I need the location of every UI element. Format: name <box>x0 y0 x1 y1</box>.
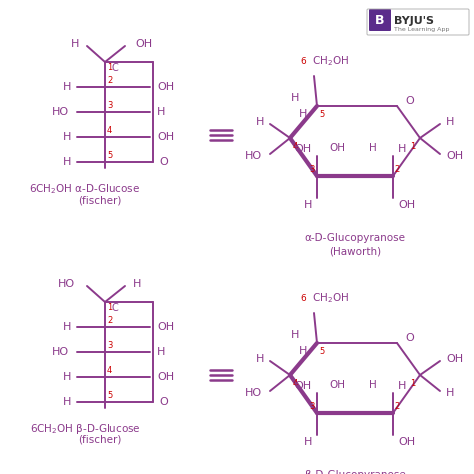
Text: H: H <box>304 200 312 210</box>
Text: (fischer): (fischer) <box>78 195 122 205</box>
Text: H: H <box>63 372 71 382</box>
Text: H: H <box>369 380 377 390</box>
Text: 2: 2 <box>107 76 112 85</box>
Text: H: H <box>157 347 165 357</box>
Text: OH: OH <box>329 143 345 153</box>
Text: C: C <box>112 303 119 313</box>
Text: 5: 5 <box>319 347 324 356</box>
Text: 5: 5 <box>107 151 112 160</box>
Text: 4: 4 <box>293 379 298 388</box>
Text: H: H <box>255 354 264 364</box>
Text: H: H <box>398 381 406 391</box>
Text: 2: 2 <box>394 402 399 411</box>
Text: 3: 3 <box>310 165 315 174</box>
Text: OH: OH <box>295 381 312 391</box>
Text: H: H <box>63 322 71 332</box>
Text: H: H <box>446 117 455 127</box>
Text: H: H <box>63 132 71 142</box>
Text: H: H <box>446 388 455 398</box>
Text: (fischer): (fischer) <box>78 435 122 445</box>
Text: OH: OH <box>135 39 152 49</box>
Text: The Learning App: The Learning App <box>394 27 449 31</box>
Text: 3: 3 <box>310 402 315 411</box>
Text: HO: HO <box>52 107 69 117</box>
FancyBboxPatch shape <box>369 9 391 31</box>
Text: 2: 2 <box>107 316 112 325</box>
Text: 6: 6 <box>300 294 306 303</box>
Text: α-D-Glucopyranose: α-D-Glucopyranose <box>304 233 405 243</box>
Text: OH: OH <box>157 322 174 332</box>
Text: HO: HO <box>245 388 262 398</box>
Text: OH: OH <box>446 354 463 364</box>
Text: $\mathregular{6CH_2OH}$ β-D-Glucose: $\mathregular{6CH_2OH}$ β-D-Glucose <box>29 422 140 436</box>
Text: O: O <box>159 397 168 407</box>
Text: 1: 1 <box>410 379 415 388</box>
Text: 6: 6 <box>300 57 306 66</box>
Text: H: H <box>369 143 377 153</box>
Text: OH: OH <box>398 437 415 447</box>
Text: H: H <box>299 109 307 119</box>
Text: 1: 1 <box>410 142 415 151</box>
Text: HO: HO <box>52 347 69 357</box>
Text: H: H <box>291 330 299 340</box>
Text: H: H <box>63 82 71 92</box>
Text: 5: 5 <box>107 391 112 400</box>
Text: HO: HO <box>245 151 262 161</box>
Text: H: H <box>71 39 79 49</box>
Text: H: H <box>133 279 141 289</box>
Text: 4: 4 <box>293 142 298 151</box>
Text: 5: 5 <box>319 110 324 119</box>
Text: H: H <box>63 397 71 407</box>
Text: (Haworth): (Haworth) <box>329 246 381 256</box>
Text: BYJU'S: BYJU'S <box>394 16 434 26</box>
Text: $\mathregular{6CH_2OH}$ α-D-Glucose: $\mathregular{6CH_2OH}$ α-D-Glucose <box>29 182 141 196</box>
Text: 4: 4 <box>107 126 112 135</box>
Text: OH: OH <box>446 151 463 161</box>
Text: HO: HO <box>58 279 75 289</box>
Text: β-D-Glucopyranose: β-D-Glucopyranose <box>305 470 405 474</box>
Text: $\mathregular{CH_2OH}$: $\mathregular{CH_2OH}$ <box>312 54 349 68</box>
Text: OH: OH <box>157 372 174 382</box>
Text: 3: 3 <box>107 341 112 350</box>
Text: H: H <box>398 144 406 154</box>
Text: H: H <box>157 107 165 117</box>
Text: OH: OH <box>157 82 174 92</box>
Text: O: O <box>159 157 168 167</box>
Text: 1: 1 <box>107 63 112 72</box>
Text: C: C <box>112 63 119 73</box>
Text: O: O <box>405 96 414 106</box>
Text: H: H <box>291 93 299 103</box>
Text: OH: OH <box>398 200 415 210</box>
Text: 2: 2 <box>394 165 399 174</box>
Text: 3: 3 <box>107 101 112 110</box>
Text: OH: OH <box>329 380 345 390</box>
Text: 4: 4 <box>107 366 112 375</box>
Text: O: O <box>405 333 414 343</box>
Text: H: H <box>63 157 71 167</box>
Text: H: H <box>304 437 312 447</box>
Text: 1: 1 <box>107 303 112 312</box>
Text: OH: OH <box>157 132 174 142</box>
Text: $\mathregular{CH_2OH}$: $\mathregular{CH_2OH}$ <box>312 291 349 305</box>
Text: H: H <box>299 346 307 356</box>
Text: OH: OH <box>295 144 312 154</box>
Text: B: B <box>375 13 385 27</box>
Text: H: H <box>255 117 264 127</box>
